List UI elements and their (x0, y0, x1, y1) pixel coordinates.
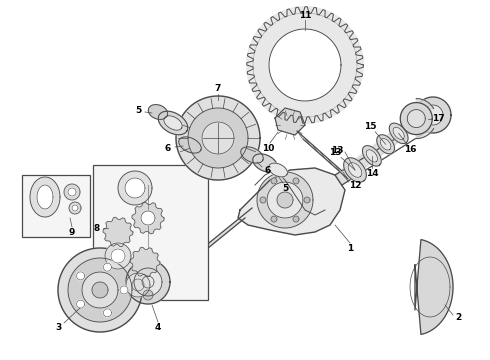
Text: 10: 10 (262, 144, 274, 153)
Polygon shape (68, 188, 76, 196)
Polygon shape (134, 268, 162, 296)
Polygon shape (132, 202, 164, 234)
Polygon shape (293, 178, 299, 184)
Text: 14: 14 (366, 169, 378, 178)
Polygon shape (260, 197, 266, 203)
Text: 13: 13 (331, 145, 343, 154)
Polygon shape (241, 147, 263, 163)
Polygon shape (423, 105, 443, 125)
Polygon shape (277, 192, 293, 208)
Polygon shape (125, 178, 145, 198)
Polygon shape (407, 109, 425, 127)
Polygon shape (76, 300, 85, 308)
Polygon shape (253, 154, 277, 172)
Polygon shape (126, 273, 150, 297)
Polygon shape (92, 282, 108, 298)
Polygon shape (366, 150, 377, 162)
Polygon shape (105, 243, 131, 269)
Polygon shape (335, 108, 430, 185)
Polygon shape (103, 309, 111, 317)
Polygon shape (58, 248, 142, 332)
Text: 7: 7 (215, 84, 221, 93)
Text: 13: 13 (329, 148, 341, 157)
Polygon shape (257, 172, 313, 228)
Polygon shape (416, 118, 434, 139)
Polygon shape (148, 105, 168, 120)
Polygon shape (202, 122, 234, 154)
Polygon shape (304, 197, 310, 203)
Polygon shape (141, 211, 155, 225)
Text: 6: 6 (165, 144, 171, 153)
Polygon shape (111, 249, 125, 263)
Polygon shape (271, 216, 277, 222)
Polygon shape (72, 205, 78, 211)
Polygon shape (103, 217, 133, 247)
Polygon shape (138, 208, 252, 305)
Polygon shape (69, 202, 81, 214)
Polygon shape (164, 116, 182, 130)
Polygon shape (158, 111, 188, 135)
Polygon shape (400, 103, 432, 135)
Polygon shape (363, 146, 381, 166)
Polygon shape (275, 108, 305, 135)
Polygon shape (377, 135, 394, 154)
Polygon shape (238, 168, 345, 235)
Polygon shape (120, 286, 128, 294)
Polygon shape (126, 260, 170, 304)
Polygon shape (82, 272, 118, 308)
Text: 9: 9 (69, 228, 75, 237)
Text: 16: 16 (404, 145, 417, 154)
Text: 1: 1 (347, 243, 353, 252)
Polygon shape (269, 163, 288, 177)
Text: 6: 6 (265, 166, 271, 175)
Polygon shape (293, 216, 299, 222)
Polygon shape (389, 123, 408, 144)
Polygon shape (118, 171, 152, 205)
Polygon shape (269, 29, 341, 101)
Polygon shape (143, 290, 153, 300)
Polygon shape (130, 247, 160, 277)
Polygon shape (76, 272, 85, 280)
Polygon shape (415, 240, 453, 334)
Bar (93, 165, 208, 300)
Polygon shape (37, 185, 53, 209)
Text: 8: 8 (94, 224, 100, 233)
Polygon shape (271, 178, 277, 184)
Polygon shape (416, 99, 434, 118)
Polygon shape (188, 108, 248, 168)
Text: 15: 15 (365, 122, 377, 131)
Polygon shape (415, 97, 451, 133)
Polygon shape (179, 137, 201, 153)
Polygon shape (393, 127, 404, 140)
Bar (22, 175, 90, 237)
Text: 3: 3 (55, 324, 61, 333)
Polygon shape (343, 158, 367, 182)
Text: 4: 4 (155, 324, 161, 333)
Polygon shape (267, 182, 303, 218)
Polygon shape (30, 177, 60, 217)
Text: 12: 12 (349, 180, 361, 189)
Text: 2: 2 (455, 314, 461, 323)
Text: 5: 5 (282, 184, 288, 193)
Polygon shape (64, 184, 80, 200)
Text: 11: 11 (299, 10, 311, 19)
Text: 17: 17 (432, 114, 444, 123)
Polygon shape (247, 7, 363, 123)
Polygon shape (68, 258, 132, 322)
Polygon shape (103, 263, 111, 271)
Polygon shape (297, 131, 348, 179)
Text: 5: 5 (135, 105, 141, 114)
Polygon shape (380, 139, 391, 150)
Polygon shape (348, 163, 362, 177)
Polygon shape (176, 96, 260, 180)
